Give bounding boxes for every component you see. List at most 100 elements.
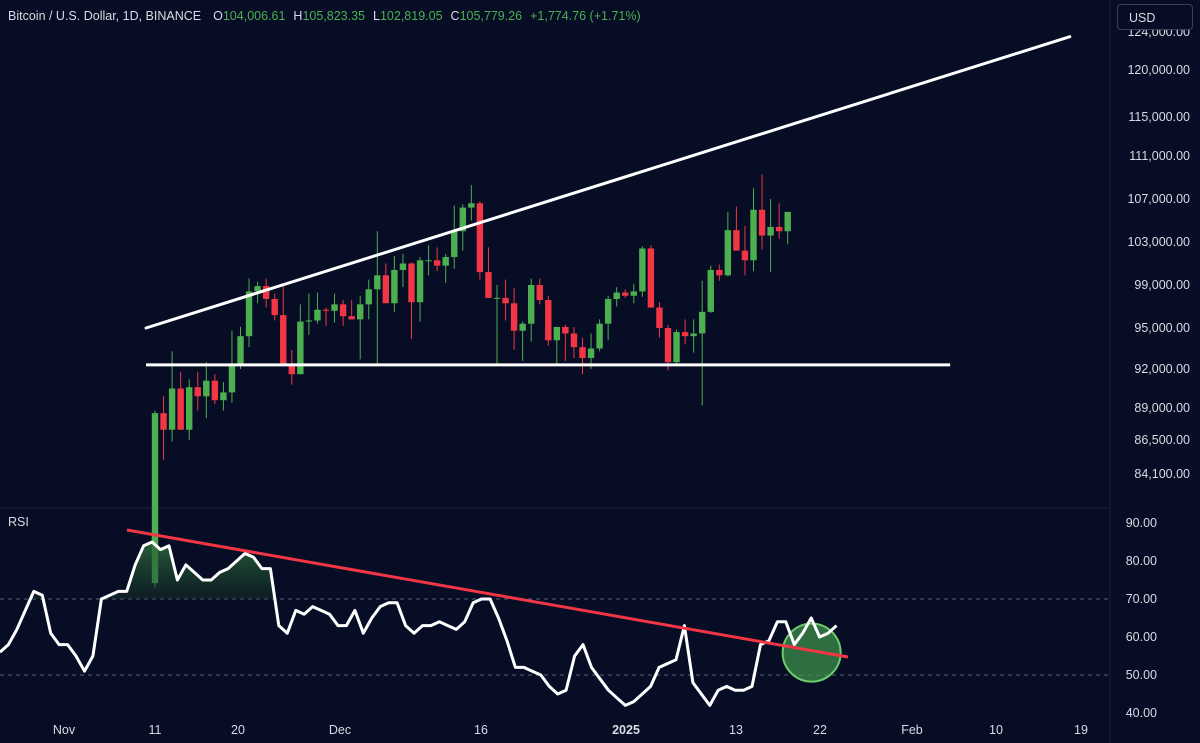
candle-body: [587, 348, 595, 359]
rsi-tick-label: 50.00: [1126, 668, 1157, 682]
price-tick-label: 99,000.00: [1134, 278, 1190, 292]
symbol-header: Bitcoin / U.S. Dollar, 1D, BINANCE O 104…: [8, 9, 641, 23]
price-tick-label: 89,000.00: [1134, 401, 1190, 415]
time-tick-label: 19: [1074, 723, 1088, 737]
candle-body: [408, 263, 415, 303]
price-tick-label: 92,000.00: [1134, 362, 1190, 376]
candle-body: [228, 364, 236, 393]
price-tick-label: 86,500.00: [1134, 433, 1190, 447]
candle-body: [331, 304, 338, 311]
rsi-title: RSI: [8, 515, 29, 529]
candle-body: [220, 392, 227, 401]
time-tick-label: 10: [989, 723, 1003, 737]
candle-body: [536, 285, 543, 301]
candle-body: [451, 231, 458, 258]
time-tick-label: 2025: [612, 723, 640, 737]
candle-body: [322, 309, 330, 311]
candle-body: [442, 257, 449, 266]
open-label: O: [213, 9, 223, 23]
candle-body: [750, 209, 757, 261]
candle-body: [177, 388, 184, 430]
candle-body: [699, 311, 706, 334]
candle-body: [391, 269, 398, 304]
candle-body: [151, 413, 159, 584]
candle-body: [681, 332, 689, 337]
candle-body: [707, 269, 714, 312]
candle-body: [425, 260, 432, 262]
currency-button[interactable]: USD: [1117, 4, 1193, 30]
price-tick-label: 103,000.00: [1127, 235, 1190, 249]
candle-body: [459, 207, 466, 232]
candle-body: [194, 387, 201, 397]
candle-body: [374, 275, 381, 290]
candle-body: [485, 272, 492, 298]
time-tick-label: Dec: [329, 723, 351, 737]
candle-body: [168, 388, 176, 430]
candle-body: [262, 286, 270, 299]
trendlines-layer: [144, 35, 1072, 367]
candle-body: [288, 364, 295, 375]
symbol-title: Bitcoin / U.S. Dollar, 1D, BINANCE: [8, 9, 202, 23]
candle-body: [562, 326, 569, 334]
candle-body: [271, 298, 278, 316]
candle-body: [545, 300, 552, 341]
candle-body: [767, 226, 774, 236]
close-value: 105,779.26: [459, 9, 523, 23]
candle-body: [365, 289, 372, 305]
rsi-tick-label: 60.00: [1126, 630, 1157, 644]
candle-body: [664, 328, 672, 363]
candle-body: [510, 303, 518, 331]
candle-body: [553, 326, 561, 341]
candle-body: [502, 297, 509, 304]
rsi-trendline: [126, 528, 849, 659]
change-value: +1,774.76 (+1.71%): [530, 9, 641, 23]
candle-body: [237, 336, 244, 365]
rsi-tick-label: 70.00: [1126, 592, 1157, 606]
candle-body: [433, 260, 441, 266]
candle-body: [630, 291, 637, 296]
high-label: H: [293, 9, 303, 23]
candle-body: [416, 260, 424, 303]
open-value: 104,006.61: [222, 9, 286, 23]
high-value: 105,823.35: [302, 9, 366, 23]
time-tick-label: Nov: [53, 723, 76, 737]
price-tick-label: 107,000.00: [1127, 192, 1190, 206]
candle-body: [579, 347, 586, 359]
price-tick-label: 95,000.00: [1134, 321, 1190, 335]
price-tick-label: 111,000.00: [1129, 149, 1190, 163]
time-tick-label: 13: [729, 723, 743, 737]
candle-body: [211, 380, 219, 401]
candle-body: [758, 209, 766, 236]
candle-body: [160, 413, 167, 430]
rsi-tick-label: 80.00: [1126, 554, 1157, 568]
rsi-line: [0, 540, 838, 707]
candle-body: [784, 211, 791, 232]
candle-body: [348, 316, 355, 320]
candle-body: [305, 320, 313, 322]
price-tick-label: 120,000.00: [1127, 63, 1190, 77]
candle-body: [733, 230, 740, 251]
candle-body: [357, 304, 364, 320]
rsi-overbought-fill: [30, 542, 275, 599]
time-tick-label: 22: [813, 723, 827, 737]
price-tick-label: 115,000.00: [1128, 110, 1190, 124]
candle-body: [673, 332, 680, 363]
candle-body: [382, 275, 390, 304]
candle-body: [775, 226, 783, 232]
candle-body: [339, 304, 347, 317]
rsi-highlight-circle: [781, 622, 842, 683]
time-tick-label: 11: [149, 723, 162, 737]
time-tick-label: Feb: [901, 723, 923, 737]
candle-body: [476, 203, 484, 273]
candle-body: [741, 250, 749, 261]
candle-body: [716, 269, 723, 276]
candle-body: [297, 321, 304, 375]
candle-body: [314, 309, 321, 321]
candles-layer: [151, 174, 791, 588]
candle-body: [622, 292, 629, 296]
candle-body: [613, 292, 620, 299]
candle-body: [280, 315, 287, 365]
time-tick-label: 16: [474, 723, 488, 737]
candle-body: [639, 248, 646, 292]
